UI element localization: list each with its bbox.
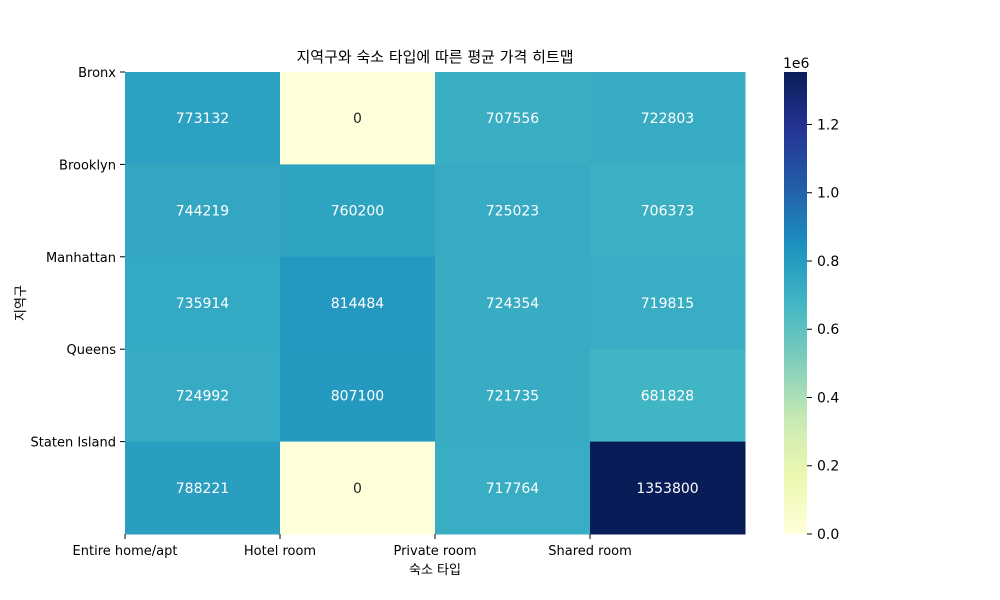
- heatmap-cell: [280, 441, 436, 535]
- colorbar-tick-label: 0.6: [817, 322, 839, 338]
- cell-value-label: 0: [353, 111, 362, 127]
- cell-value-label: 725023: [486, 204, 539, 220]
- cell-value-label: 807100: [331, 388, 384, 404]
- y-tick-label: Queens: [67, 343, 117, 358]
- x-tick-label: Private room: [393, 544, 476, 559]
- colorbar: [784, 72, 807, 534]
- y-tick-label: Manhattan: [46, 251, 116, 266]
- y-tick-label: Bronx: [78, 66, 116, 81]
- heatmap-cell: [435, 349, 591, 443]
- colorbar-tick-label: 0.2: [817, 459, 839, 475]
- heatmap-cell: [125, 349, 281, 443]
- x-tick-label: Entire home/apt: [73, 544, 178, 559]
- y-tick-label: Brooklyn: [59, 158, 116, 173]
- x-tick-label: Hotel room: [244, 544, 316, 559]
- cell-value-label: 719815: [641, 296, 694, 312]
- cell-value-label: 724992: [176, 388, 229, 404]
- cell-value-label: 735914: [176, 296, 230, 312]
- heatmap-cell-labels: 773132 0 707556 722803 744219 760200 725023 706…: [176, 111, 699, 497]
- x-axis: Entire home/apt Hotel room Private room Sha…: [73, 534, 632, 559]
- chart-title: 지역구와 숙소 타입에 따른 평균 가격 히트맵: [296, 48, 573, 66]
- heatmap-cell: [280, 256, 436, 350]
- heatmap-cell: [590, 256, 746, 350]
- colorbar-tick-label: 1.0: [817, 186, 839, 202]
- heatmap-cell: [590, 164, 746, 258]
- heatmap-cell: [125, 256, 281, 350]
- heatmap-cell: [125, 164, 281, 258]
- cell-value-label: 717764: [486, 481, 540, 497]
- y-tick-label: Staten Island: [31, 436, 116, 451]
- cell-value-label: 744219: [176, 204, 229, 220]
- cell-value-label: 721735: [486, 388, 539, 404]
- heatmap-cell: [435, 441, 591, 535]
- cell-value-label: 681828: [641, 388, 694, 404]
- heatmap-cell: [435, 72, 591, 165]
- colorbar-tick-label: 1.2: [817, 117, 839, 133]
- heatmap-cell: [280, 349, 436, 443]
- cell-value-label: 722803: [641, 111, 694, 127]
- colorbar-tick-label: 0.4: [817, 390, 839, 406]
- heatmap-cell: [280, 72, 436, 165]
- heatmap-cell: [590, 441, 746, 535]
- cell-value-label: 706373: [641, 204, 694, 220]
- heatmap-cell: [590, 349, 746, 443]
- cell-value-label: 760200: [331, 204, 384, 220]
- y-axis-label: 지역구: [14, 285, 29, 321]
- heatmap-cells: [125, 72, 746, 535]
- colorbar-ticks: 0.0 0.2 0.4 0.6 0.8 1.0 1.2: [807, 117, 839, 543]
- x-tick-label: Shared room: [548, 544, 632, 559]
- heatmap-cell: [590, 72, 746, 165]
- heatmap-cell: [435, 256, 591, 350]
- heatmap-cell: [125, 441, 281, 535]
- cell-value-label: 773132: [176, 111, 229, 127]
- x-axis-label: 숙소 타입: [409, 563, 461, 578]
- y-axis: Bronx Brooklyn Manhattan Queens Staten Islan…: [31, 66, 125, 451]
- cell-value-label: 788221: [176, 481, 229, 497]
- heatmap-cell: [280, 164, 436, 258]
- heatmap-cell: [435, 164, 591, 258]
- heatmap-cell: [125, 72, 281, 165]
- colorbar-tick-label: 0.8: [817, 254, 839, 270]
- cell-value-label: 814484: [331, 296, 385, 312]
- colorbar-tick-label: 0.0: [817, 527, 839, 543]
- cell-value-label: 0: [353, 481, 362, 497]
- colorbar-offset-label: 1e6: [783, 56, 810, 72]
- cell-value-label: 724354: [486, 296, 540, 312]
- cell-value-label: 1353800: [636, 481, 698, 497]
- cell-value-label: 707556: [486, 111, 540, 127]
